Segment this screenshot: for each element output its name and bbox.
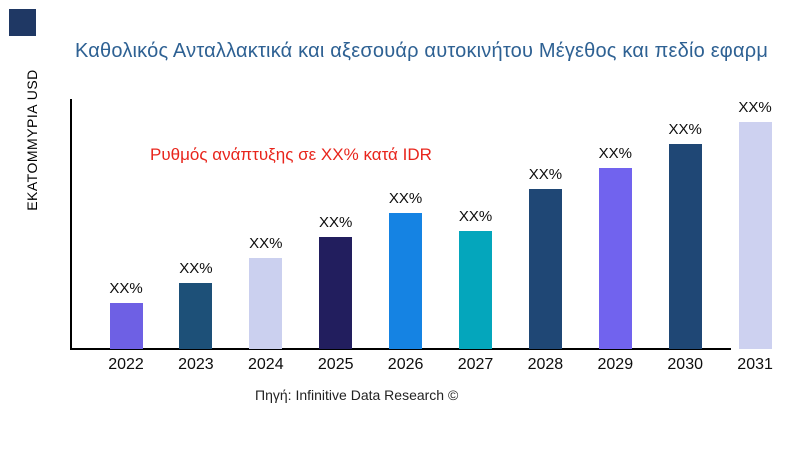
bar-2029	[598, 168, 632, 349]
bar-2030	[668, 144, 702, 349]
bar-2031	[738, 122, 772, 349]
x-axis-line	[70, 348, 731, 350]
bar-2027	[459, 231, 492, 349]
x-tick-2028: 2028	[527, 356, 564, 373]
bar-value-label-2026: XX%	[388, 190, 423, 207]
y-axis-label: ΕΚΑΤΟΜΜΥΡΙΑ USD	[24, 69, 40, 211]
x-tick-2023: 2023	[178, 356, 214, 373]
bar-2025	[319, 237, 353, 349]
bar-value-label-2025: XX%	[319, 214, 353, 231]
x-tick-2029: 2029	[597, 356, 634, 373]
bar-2028	[528, 189, 562, 349]
x-tick-2030: 2030	[667, 356, 703, 373]
bar-2026	[389, 213, 423, 349]
x-tick-2026: 2026	[387, 356, 424, 373]
bar-value-label-2022: XX%	[109, 280, 143, 297]
brand-corner-square	[9, 9, 36, 36]
bar-value-label-2029: XX%	[598, 145, 632, 162]
x-tick-2031: 2031	[737, 356, 773, 373]
x-tick-2024: 2024	[248, 356, 284, 373]
bar-value-label-2024: XX%	[249, 235, 283, 252]
bar-value-label-2023: XX%	[179, 260, 213, 277]
chart-title: Καθολικός Ανταλλακτικά και αξεσουάρ αυτο…	[75, 40, 769, 62]
bar-value-label-2028: XX%	[528, 166, 563, 183]
x-tick-2025: 2025	[317, 356, 354, 373]
x-tick-2027: 2027	[457, 356, 494, 373]
y-axis-line	[70, 99, 72, 350]
bar-value-label-2030: XX%	[668, 121, 702, 138]
bar-value-label-2027: XX%	[458, 208, 493, 225]
source-caption: Πηγή: Infinitive Data Research ©	[255, 387, 459, 403]
x-tick-2022: 2022	[108, 356, 144, 373]
growth-rate-annotation: Ρυθμός ανάπτυξης σε XX% κατά IDR	[150, 145, 432, 164]
bar-value-label-2031: XX%	[738, 99, 772, 116]
bar-2024	[249, 258, 283, 349]
bar-2023	[179, 283, 213, 349]
bar-2022	[109, 303, 143, 349]
